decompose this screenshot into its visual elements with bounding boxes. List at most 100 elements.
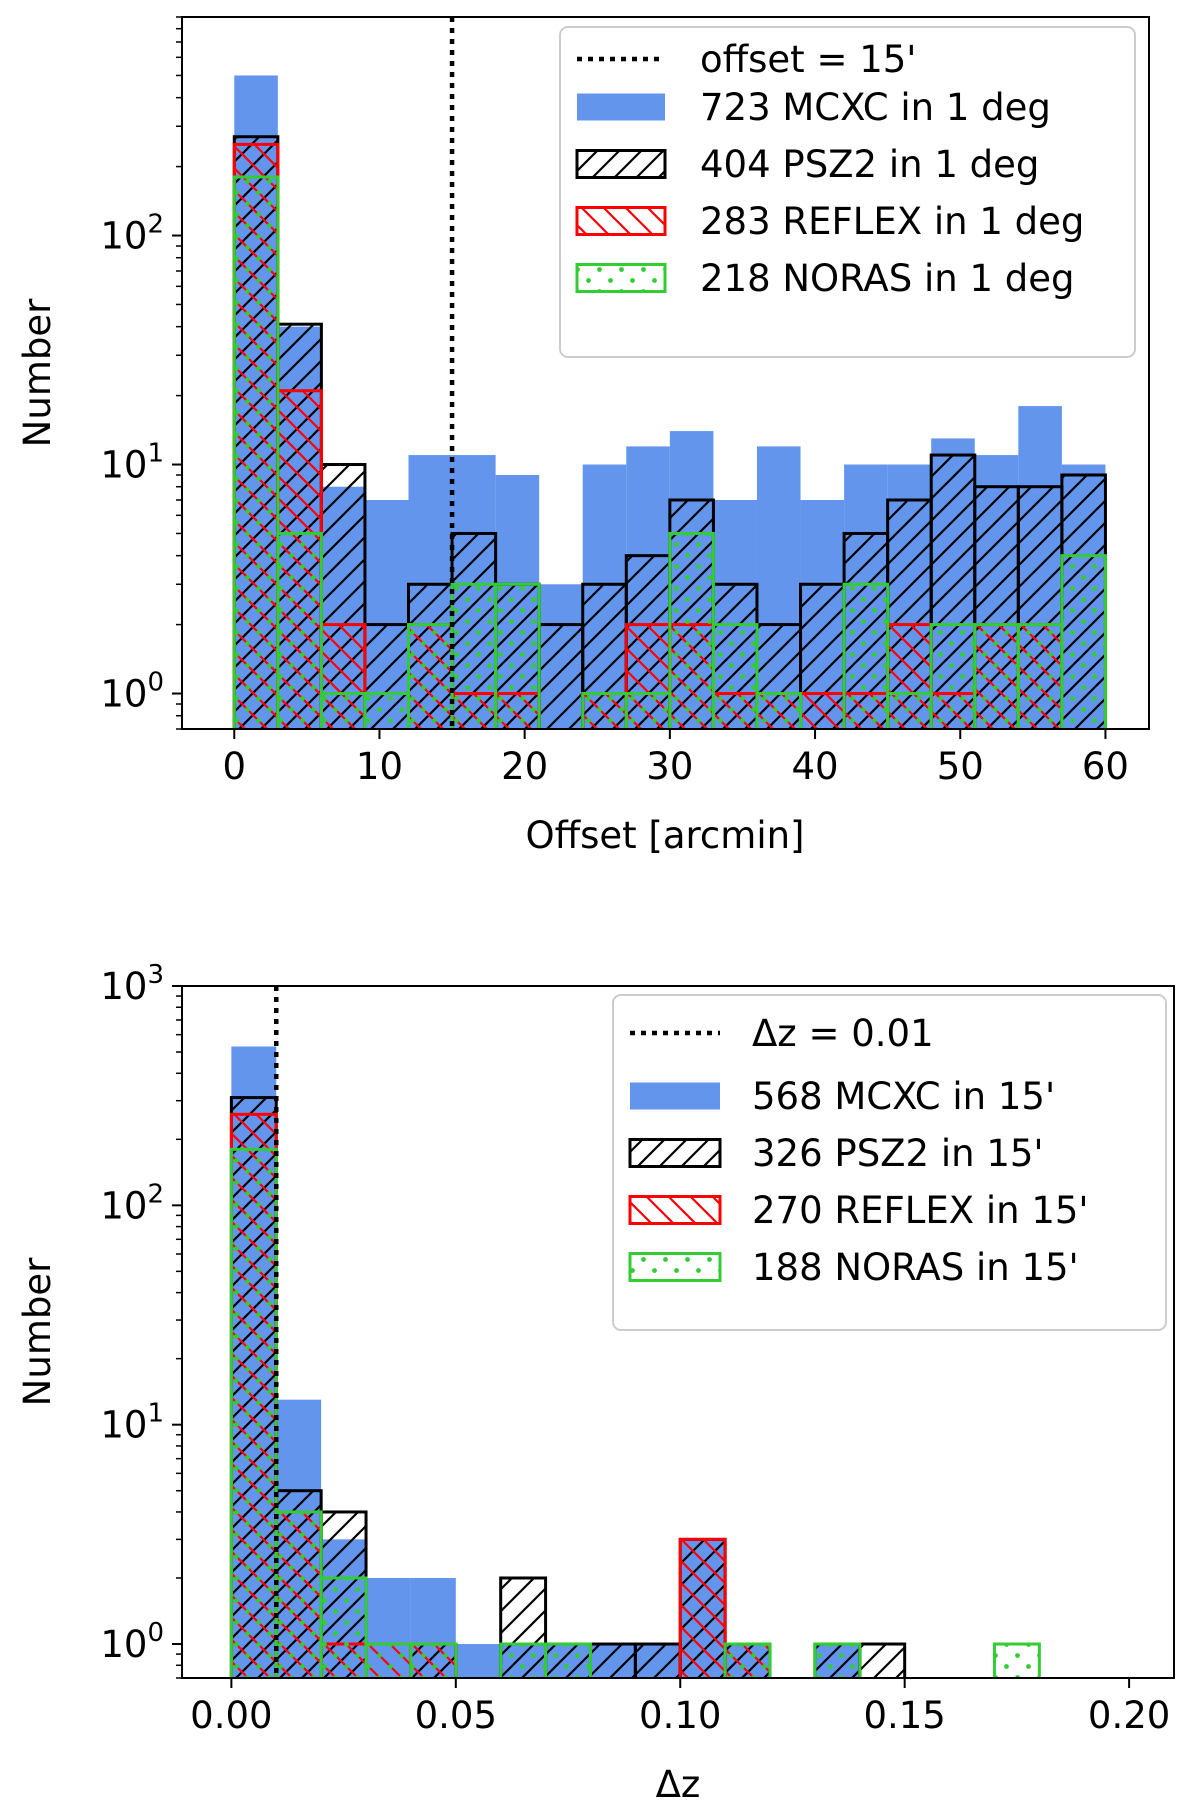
offset-legend-label-2: 283 REFLEX in 1 deg	[700, 200, 1084, 243]
dz-bar-s3-b13	[813, 1642, 862, 1678]
dz-x-tick-label: 0.00	[190, 1694, 272, 1737]
dz-x-tick-label: 0.10	[639, 1694, 721, 1737]
dz-legend-swatch-2	[628, 1195, 722, 1225]
offset-bar-s2-b2	[319, 623, 367, 729]
dz-bar-s0-b3	[366, 1577, 411, 1678]
dz-x-tick-label: 0.05	[415, 1694, 497, 1737]
dz-bar-s3-b11	[723, 1642, 772, 1678]
offset-bar-s3-b8	[581, 692, 628, 729]
offset-bar-s2-b9	[624, 623, 672, 729]
dz-bar-s3-b6	[499, 1642, 548, 1678]
dz-legend-label-2: 270 REFLEX in 15'	[752, 1189, 1089, 1232]
dz-legend-swatch-0	[630, 1082, 720, 1110]
offset-bar-s3-b6	[494, 582, 541, 729]
offset-x-tick-label: 10	[356, 745, 403, 788]
dz-legend-label-0: 568 MCXC in 15'	[752, 1075, 1055, 1118]
offset-legend-swatch-3	[575, 263, 667, 293]
dz-legend-vline-label: Δz = 0.01	[752, 1012, 934, 1055]
offset-bar-s3-b15	[886, 692, 933, 729]
dz-bar-s3-b17	[992, 1642, 1041, 1678]
offset-y-tick-label: 102	[100, 210, 164, 258]
dz-y-tick-label: 100	[100, 1618, 164, 1666]
dz-legend: Δz = 0.01 568 MCXC in 15' 326 PSZ2 in 15'…	[612, 994, 1167, 1331]
dz-bar-s1-b14	[858, 1642, 907, 1678]
dz-bar-s1-b6	[499, 1576, 548, 1678]
offset-y-ticks: 100 101 102	[100, 16, 182, 730]
offset-bar-s3-b10	[668, 531, 715, 729]
dz-histogram-panel: 0.00 0.05 0.10 0.15 0.20 100 101 102 103 Δz Num…	[16, 960, 1175, 1800]
offset-legend-label-3: 218 NORAS in 1 deg	[700, 257, 1074, 300]
dz-x-tick-label: 0.15	[863, 1694, 945, 1737]
dz-legend-label-1: 326 PSZ2 in 15'	[752, 1132, 1044, 1175]
offset-bar-s3-b16	[929, 623, 977, 729]
dz-bar-s3-b3	[364, 1642, 413, 1678]
dz-bar-s3-b1	[274, 1510, 323, 1678]
dz-legend-box	[612, 994, 1167, 1331]
dz-bars	[229, 1046, 1041, 1678]
offset-legend: offset = 15' 723 MCXC in 1 deg 404 PSZ2 i…	[559, 26, 1136, 358]
offset-bar-s2-b15	[886, 623, 933, 729]
dz-legend-swatch-1	[628, 1138, 722, 1168]
dz-bar-s1-b9	[633, 1642, 682, 1678]
offset-bars	[232, 75, 1107, 729]
offset-x-tick-label: 0	[222, 745, 246, 788]
offset-bar-s2-b13	[799, 692, 846, 729]
offset-bar-s3-b9	[624, 692, 672, 729]
offset-x-tick-label: 20	[501, 745, 548, 788]
dz-y-tick-label: 103	[100, 960, 164, 1008]
dz-bar-s3-b2	[319, 1576, 368, 1678]
dz-y-axis-label: Number	[16, 1257, 59, 1406]
dz-bar-s0-b4	[410, 1577, 456, 1678]
offset-legend-swatch-1	[575, 149, 667, 179]
dz-bar-s3-b7	[544, 1642, 592, 1678]
offset-bar-s1-b3	[363, 623, 411, 729]
offset-bar-s1-b12	[755, 623, 803, 729]
offset-legend-label-0: 723 MCXC in 1 deg	[700, 86, 1051, 129]
dz-x-ticks: 0.00 0.05 0.10 0.15 0.20	[190, 1678, 1170, 1737]
offset-bar-s3-b4	[407, 623, 454, 729]
offset-x-tick-label: 60	[1082, 745, 1129, 788]
offset-bar-s3-b19	[1060, 554, 1107, 729]
offset-bar-s3-b3	[363, 692, 411, 729]
dz-x-axis-label: Δz	[656, 1763, 701, 1800]
offset-legend-vline-label: offset = 15'	[700, 38, 916, 81]
dz-series-3	[229, 1147, 1041, 1678]
offset-y-tick-label: 100	[100, 668, 164, 716]
dz-y-ticks: 100 101 102 103	[100, 960, 182, 1679]
dz-x-tick-label: 0.20	[1088, 1694, 1170, 1737]
offset-bar-s3-b5	[450, 582, 498, 729]
offset-x-tick-label: 40	[792, 745, 839, 788]
dz-legend-swatch-3	[628, 1252, 722, 1282]
offset-bar-s3-b2	[319, 692, 367, 729]
offset-x-tick-label: 50	[937, 745, 984, 788]
dz-bar-s3-b0	[229, 1147, 278, 1678]
offset-bar-s3-b18	[1016, 623, 1064, 729]
offset-bar-s1-b7	[537, 623, 585, 729]
offset-bar-s3-b0	[232, 175, 280, 729]
offset-bar-s3-b14	[842, 582, 890, 729]
offset-x-axis-label: Offset [arcmin]	[526, 814, 805, 857]
dz-bar-s2-b10	[678, 1537, 727, 1678]
dz-bar-s3-b4	[409, 1642, 458, 1678]
offset-x-ticks: 0 10 20 30 40 50 60	[222, 729, 1129, 788]
offset-legend-label-1: 404 PSZ2 in 1 deg	[700, 143, 1039, 186]
offset-legend-swatch-0	[577, 93, 665, 121]
offset-series-3	[232, 175, 1107, 729]
offset-bar-s3-b12	[755, 692, 803, 729]
offset-bar-s3-b17	[973, 623, 1020, 729]
dz-legend-label-3: 188 NORAS in 15'	[752, 1246, 1079, 1289]
dz-axes-frame	[181, 985, 1175, 1679]
dz-y-tick-label: 101	[100, 1399, 164, 1447]
offset-axes-frame	[181, 16, 1150, 730]
offset-legend-box	[559, 26, 1136, 358]
offset-x-tick-label: 30	[646, 745, 693, 788]
offset-bar-s3-b11	[711, 623, 759, 729]
dz-bar-s1-b8	[588, 1642, 637, 1678]
dz-bar-s0-b5	[455, 1644, 501, 1678]
dz-y-tick-label: 102	[100, 1179, 164, 1227]
offset-bar-s3-b1	[276, 531, 323, 729]
offset-y-tick-label: 101	[100, 439, 164, 487]
offset-y-axis-label: Number	[16, 298, 59, 447]
